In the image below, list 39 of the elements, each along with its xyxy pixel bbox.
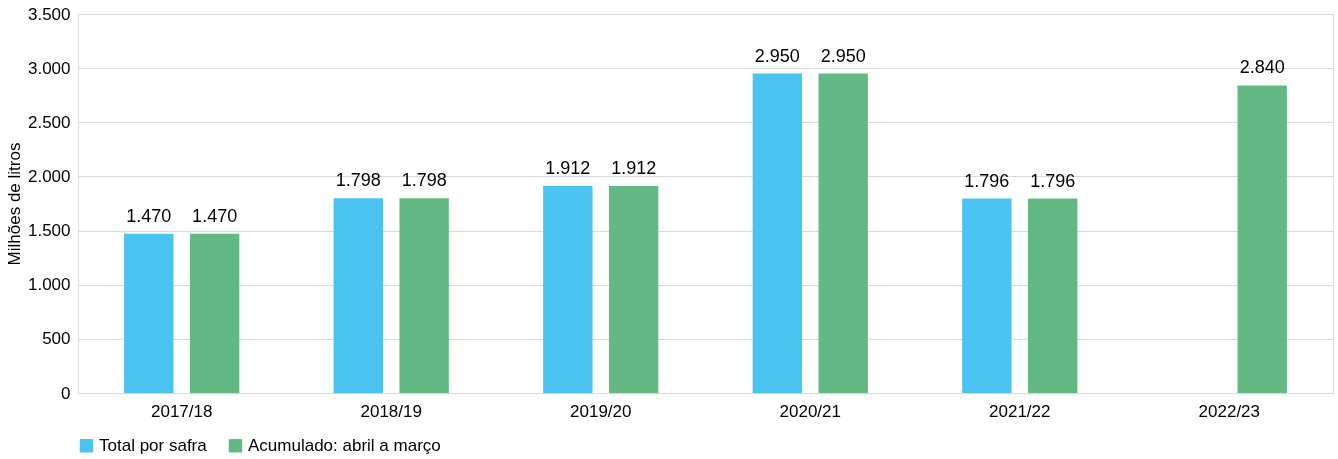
x-tick-label: 2020/21 xyxy=(779,401,841,421)
data-label: 1.796 xyxy=(964,170,1010,191)
x-tick-label: 2017/18 xyxy=(150,401,213,421)
y-tick-label: 500 xyxy=(42,329,71,349)
bar xyxy=(752,73,803,393)
y-tick-label: 2.000 xyxy=(27,166,71,186)
data-label: 1.912 xyxy=(545,157,591,178)
y-tick-label: 2.500 xyxy=(27,112,71,132)
data-label: 1.798 xyxy=(401,170,447,191)
y-tick-label: 1.000 xyxy=(27,275,71,295)
bar xyxy=(333,198,383,393)
x-tick-label: 2019/20 xyxy=(570,401,632,421)
x-tick-label: 2018/19 xyxy=(360,401,422,421)
y-tick-label: 3.000 xyxy=(27,58,71,78)
data-label: 2.950 xyxy=(754,45,800,66)
data-label: 1.796 xyxy=(1030,170,1076,191)
y-tick-label: 1.500 xyxy=(27,221,71,241)
data-label: 1.912 xyxy=(611,157,657,178)
bar xyxy=(1028,198,1078,393)
x-tick-label: 2022/23 xyxy=(1198,401,1261,421)
bar xyxy=(189,233,240,393)
bar xyxy=(1237,85,1287,393)
data-label: 1.798 xyxy=(335,170,381,191)
y-tick-label: 0 xyxy=(61,383,71,403)
data-label: 2.950 xyxy=(820,45,866,66)
legend-label: Total por safra xyxy=(99,435,208,455)
data-label: 2.840 xyxy=(1239,57,1285,78)
bar xyxy=(543,185,593,393)
data-label: 1.470 xyxy=(192,205,238,226)
data-label: 1.470 xyxy=(126,205,172,226)
legend-label: Acumulado: abril a março xyxy=(248,435,441,455)
bar xyxy=(818,73,868,393)
bar xyxy=(962,198,1012,393)
bar xyxy=(124,233,174,393)
x-tick-label: 2021/22 xyxy=(989,401,1051,421)
y-tick-label: 3.500 xyxy=(27,4,71,24)
bar xyxy=(399,198,449,393)
bar xyxy=(608,185,659,393)
y-axis-title: Milhões de litros xyxy=(4,142,24,266)
